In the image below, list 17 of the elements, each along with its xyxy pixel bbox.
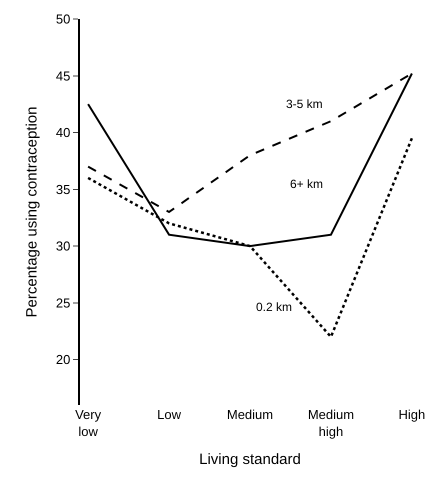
y-tick-label: 40 — [56, 125, 70, 140]
x-tick-label: Medium high — [308, 407, 354, 439]
x-tick-label: Medium — [226, 407, 274, 422]
y-tick-label: 25 — [56, 295, 70, 310]
y-tick-label: 45 — [56, 68, 70, 84]
y-tick-label: 20 — [56, 352, 70, 368]
y-tick-label: 50 — [56, 12, 70, 27]
x-tick-label: Very low — [75, 407, 102, 439]
series-label: 3-5 km — [286, 97, 323, 111]
y-axis-title: Percentage using contraception — [24, 106, 41, 318]
x-axis-title: Living standard — [199, 450, 301, 468]
series-label: 0.2 km — [256, 300, 292, 314]
y-tick-label: 35 — [56, 182, 70, 197]
x-tick-label: Low — [157, 407, 182, 422]
text: 6+ km — [290, 177, 324, 191]
x-tick-label: High — [398, 407, 426, 422]
y-tick-label: 30 — [56, 238, 70, 254]
